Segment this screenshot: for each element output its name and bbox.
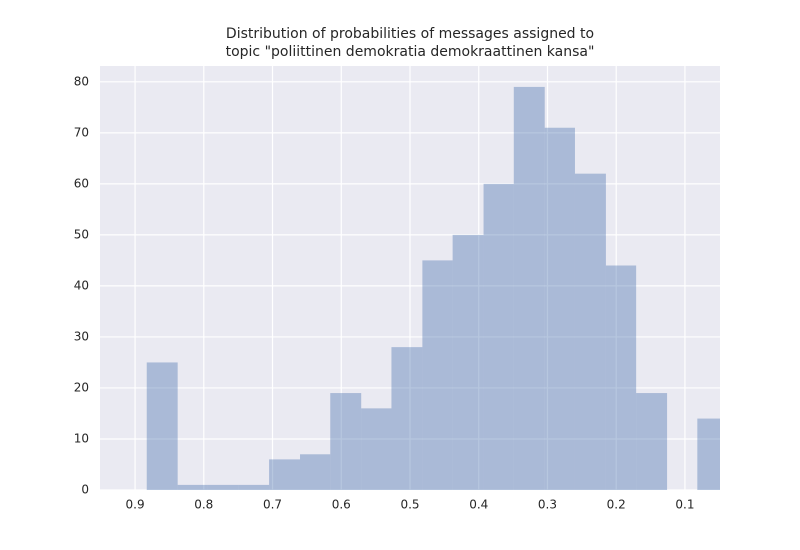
grid xyxy=(100,66,720,491)
x-tick-label: 0.8 xyxy=(194,498,213,512)
bar xyxy=(483,183,514,490)
bar xyxy=(361,408,392,490)
bar xyxy=(269,459,301,490)
tick-labels: 0 10 20 30 40 50 60 70 80 0.9 0.8 0.7 0.6 0.5 0.4 0.3 0.… xyxy=(74,74,695,511)
y-tick-label: 30 xyxy=(74,329,89,343)
y-tick-label: 10 xyxy=(74,431,89,445)
y-tick-label: 80 xyxy=(74,74,89,88)
bar xyxy=(452,234,484,490)
bar xyxy=(391,347,423,490)
bar xyxy=(177,484,208,490)
bar xyxy=(238,484,270,490)
bars xyxy=(146,86,720,490)
y-tick-label: 70 xyxy=(74,125,89,139)
bar xyxy=(513,86,545,490)
y-tick-label: 50 xyxy=(74,227,89,241)
bar xyxy=(300,454,331,490)
bar xyxy=(330,393,362,490)
x-tick-label: 0.5 xyxy=(400,498,419,512)
chart-title: topic "poliittinen demokratia demokraatt… xyxy=(226,44,595,60)
x-tick-label: 0.3 xyxy=(538,498,557,512)
bar xyxy=(422,260,453,490)
bar xyxy=(544,127,575,490)
bar xyxy=(697,418,720,490)
bar xyxy=(146,362,178,490)
bar xyxy=(574,173,606,490)
x-tick-label: 0.9 xyxy=(126,498,145,512)
y-tick-label: 20 xyxy=(74,380,89,394)
x-tick-label: 0.2 xyxy=(607,498,626,512)
x-tick-label: 0.6 xyxy=(332,498,351,512)
x-tick-label: 0.4 xyxy=(469,498,488,512)
bar xyxy=(207,484,239,490)
y-tick-label: 40 xyxy=(74,278,89,292)
bar xyxy=(636,393,668,490)
bar xyxy=(605,265,637,490)
chart-title: Distribution of probabilities of message… xyxy=(226,26,594,42)
y-tick-label: 0 xyxy=(81,483,89,497)
y-tick-label: 60 xyxy=(74,176,89,190)
x-tick-label: 0.1 xyxy=(675,498,694,512)
x-tick-label: 0.7 xyxy=(263,498,282,512)
